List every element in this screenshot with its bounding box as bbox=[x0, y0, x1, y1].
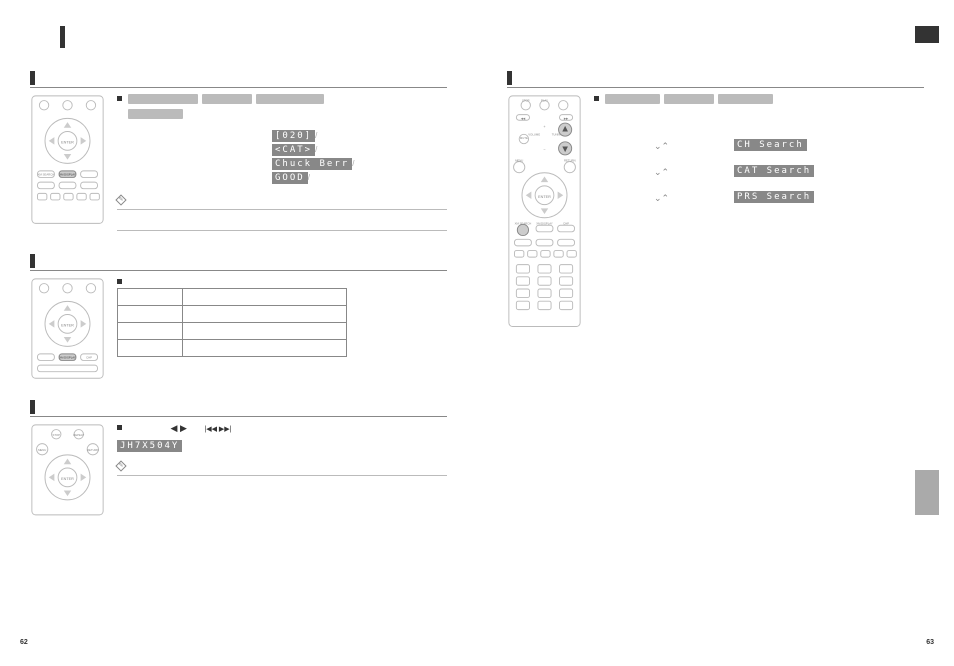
search-mode-row: ⌄⌃ PRS Search bbox=[654, 191, 924, 205]
svg-text:CHP: CHP bbox=[86, 356, 92, 360]
header-tab bbox=[915, 26, 939, 43]
svg-text:ENTER: ENTER bbox=[61, 324, 74, 328]
svg-text:ENTER: ENTER bbox=[61, 141, 74, 145]
note-icon: ✎ bbox=[115, 460, 126, 471]
page-number: 63 bbox=[926, 639, 934, 646]
info-table bbox=[117, 288, 347, 357]
page-number: 62 bbox=[20, 639, 28, 646]
svg-text:STOP: STOP bbox=[52, 433, 60, 437]
note-icon: ✎ bbox=[115, 194, 126, 205]
lcd-display-list: [020]/ <CAT>/ Chuck Berr/ GOOD/ bbox=[272, 130, 447, 186]
remote-diagram: ENTER XM SEARCH XM DISPLAY bbox=[30, 94, 105, 236]
side-tab bbox=[915, 470, 939, 515]
instruction-text bbox=[128, 94, 328, 124]
svg-text:−: − bbox=[543, 147, 545, 151]
svg-text:XM SEARCH: XM SEARCH bbox=[515, 221, 532, 225]
instruction-text bbox=[605, 94, 777, 109]
svg-text:CHP: CHP bbox=[563, 221, 569, 225]
svg-text:MENU: MENU bbox=[515, 159, 523, 163]
svg-text:+: + bbox=[543, 125, 545, 129]
remote-diagram: ENTER XM DISPLAY CHP bbox=[30, 277, 105, 382]
svg-text:PLAY: PLAY bbox=[541, 99, 548, 103]
svg-text:XM DISPLAY: XM DISPLAY bbox=[59, 356, 76, 360]
svg-text:ENTER: ENTER bbox=[61, 477, 74, 481]
svg-text:MENU: MENU bbox=[38, 448, 46, 452]
button-ref: ◀ ▶ |◀◀ ▶▶| bbox=[128, 423, 232, 434]
svg-text:XM SEARCH: XM SEARCH bbox=[38, 173, 55, 177]
search-mode-row: ⌄⌃ CAT Search bbox=[654, 165, 924, 179]
svg-text:XM DISPLAY: XM DISPLAY bbox=[59, 173, 76, 177]
section-marker bbox=[30, 254, 35, 268]
svg-text:STOP: STOP bbox=[522, 99, 530, 103]
section-marker bbox=[30, 71, 35, 85]
section-marker bbox=[30, 400, 35, 414]
svg-text:ENTER: ENTER bbox=[538, 195, 551, 199]
bullet-icon bbox=[117, 279, 122, 284]
svg-text:VOLUME: VOLUME bbox=[528, 132, 540, 136]
svg-text:RETURN: RETURN bbox=[564, 159, 576, 163]
header-marker bbox=[60, 26, 65, 48]
svg-text:REPEAT: REPEAT bbox=[73, 433, 84, 437]
search-mode-row: ⌄⌃ CH Search bbox=[654, 139, 924, 153]
bullet-icon bbox=[117, 425, 122, 430]
remote-diagram: STOP PLAY ◀◀ ▶▶ +MUTE VOLUMETUNING/CH − … bbox=[507, 94, 582, 330]
svg-text:XM DISPLAY: XM DISPLAY bbox=[536, 221, 553, 225]
svg-text:MUTE: MUTE bbox=[520, 136, 528, 140]
svg-text:RETURN: RETURN bbox=[87, 448, 99, 452]
remote-diagram: STOP REPEAT MENU RETURN ENTER bbox=[30, 423, 105, 519]
lcd-display: JH7X504Y bbox=[117, 440, 182, 452]
bullet-icon bbox=[594, 96, 599, 101]
bullet-icon bbox=[117, 96, 122, 101]
section-marker bbox=[507, 71, 512, 85]
